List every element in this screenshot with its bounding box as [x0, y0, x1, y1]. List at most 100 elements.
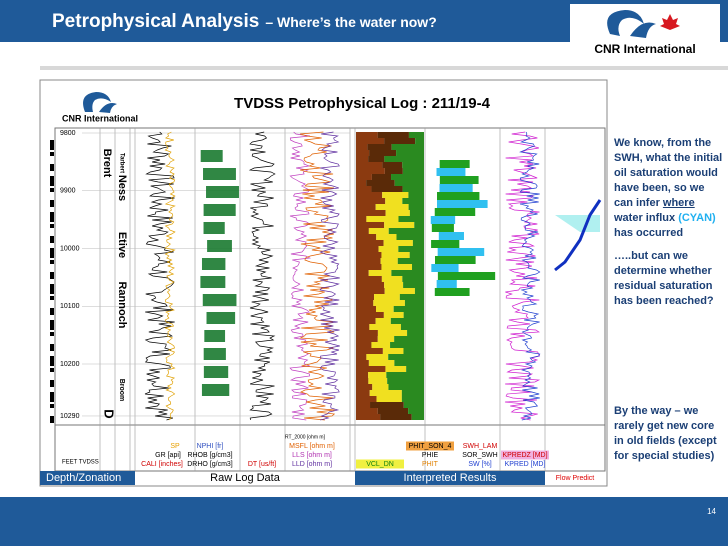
lith-fill — [369, 324, 401, 330]
flow-curve — [554, 199, 602, 272]
lith-fill — [356, 180, 367, 186]
lith-fill — [391, 144, 424, 150]
depth-label: 10100 — [60, 303, 80, 310]
note-text: By the way – we rarely get new core in o… — [614, 405, 717, 462]
lith-fill — [356, 378, 369, 384]
lith-fill — [403, 282, 424, 288]
track-header: SP — [170, 443, 180, 450]
depth-bar — [50, 320, 54, 330]
lith-fill — [408, 192, 424, 198]
zone-label: Rannoch — [116, 281, 128, 328]
zone-label: Brent — [101, 149, 113, 178]
lith-fill — [356, 282, 385, 288]
sat-fill — [437, 272, 496, 280]
lith-fill — [396, 234, 424, 240]
zone-label: Tarbert — [118, 153, 124, 173]
section-bg — [40, 471, 135, 485]
density-fill — [203, 168, 236, 180]
subtitle: – Where’s the water now? — [265, 14, 437, 30]
lith-fill — [356, 270, 369, 276]
density-fill — [200, 276, 226, 288]
lith-fill — [402, 276, 424, 282]
log-title: TVDSS Petrophysical Log : 211/19-4 — [234, 95, 491, 112]
note: …..but can we determine whether residual… — [614, 249, 724, 309]
lith-fill — [356, 312, 384, 318]
logo: CNR International — [570, 4, 720, 58]
track-header: PHIT_SON_4 — [409, 443, 452, 450]
lith-fill — [356, 318, 376, 324]
log-curve — [248, 131, 276, 421]
lith-fill — [400, 324, 424, 330]
lith-fill — [368, 228, 389, 234]
density-fill — [203, 222, 225, 234]
section-label: Raw Log Data — [210, 472, 281, 484]
lith-fill — [356, 240, 384, 246]
lith-fill — [394, 360, 424, 366]
zone-label: Ness — [116, 175, 128, 201]
section-bg — [355, 471, 545, 485]
lith-fill — [367, 144, 392, 150]
sat-fill — [439, 160, 470, 168]
lith-fill — [375, 204, 409, 210]
lith-fill — [356, 144, 368, 150]
track-header: SOR_SWH — [462, 452, 497, 459]
lith-fill — [356, 402, 371, 408]
lith-fill — [403, 402, 424, 408]
depth-bar — [50, 284, 54, 294]
logo-text: CNR International — [594, 42, 695, 56]
lith-fill — [382, 162, 403, 168]
lith-fill — [391, 270, 424, 276]
density-fill — [206, 186, 239, 198]
lith-fill — [402, 162, 424, 168]
log-curve — [319, 131, 340, 421]
lith-fill — [374, 294, 400, 300]
page-number: 14 — [707, 507, 716, 516]
note: We know, from the SWH, what the initial … — [614, 136, 724, 241]
lith-fill — [414, 222, 424, 228]
lith-fill — [401, 396, 424, 402]
lith-fill — [408, 408, 424, 414]
lith-fill — [381, 276, 403, 282]
lith-fill — [356, 294, 375, 300]
lith-fill — [404, 300, 424, 306]
zone-label: Broom — [118, 379, 125, 402]
depth-bar — [50, 248, 54, 258]
lith-fill — [377, 330, 408, 336]
lith-fill — [366, 216, 399, 222]
lith-fill — [356, 234, 377, 240]
note: By the way – we rarely get new core in o… — [614, 404, 724, 464]
lith-fill — [356, 372, 369, 378]
lith-fill — [384, 138, 416, 144]
lith-fill — [394, 180, 424, 186]
depth-bar — [50, 308, 54, 315]
title: Petrophysical Analysis — [52, 11, 260, 32]
lith-fill — [356, 396, 377, 402]
lith-fill — [368, 360, 395, 366]
note-text: (CYAN) — [678, 212, 716, 224]
divider — [40, 66, 728, 70]
depth-bar — [50, 260, 54, 264]
lith-fill — [376, 234, 397, 240]
lith-fill — [377, 408, 409, 414]
lith-fill — [356, 198, 386, 204]
depth-bar — [50, 296, 54, 300]
depth-bar — [50, 416, 54, 423]
lith-fill — [356, 132, 378, 138]
depth-bar — [50, 164, 54, 171]
lith-fill — [356, 216, 367, 222]
note-text: water influx — [614, 212, 679, 224]
sat-fill — [434, 256, 476, 264]
lith-fill — [356, 390, 370, 396]
lith-fill — [378, 246, 399, 252]
lith-fill — [391, 174, 424, 180]
lith-fill — [382, 192, 409, 198]
lith-fill — [377, 132, 409, 138]
lith-fill — [371, 186, 403, 192]
section-label: Depth/Zonation — [46, 472, 121, 484]
lith-fill — [356, 348, 383, 354]
lith-fill — [401, 390, 424, 396]
lith-fill — [415, 138, 424, 144]
lith-fill — [376, 306, 394, 312]
lith-fill — [412, 264, 424, 270]
